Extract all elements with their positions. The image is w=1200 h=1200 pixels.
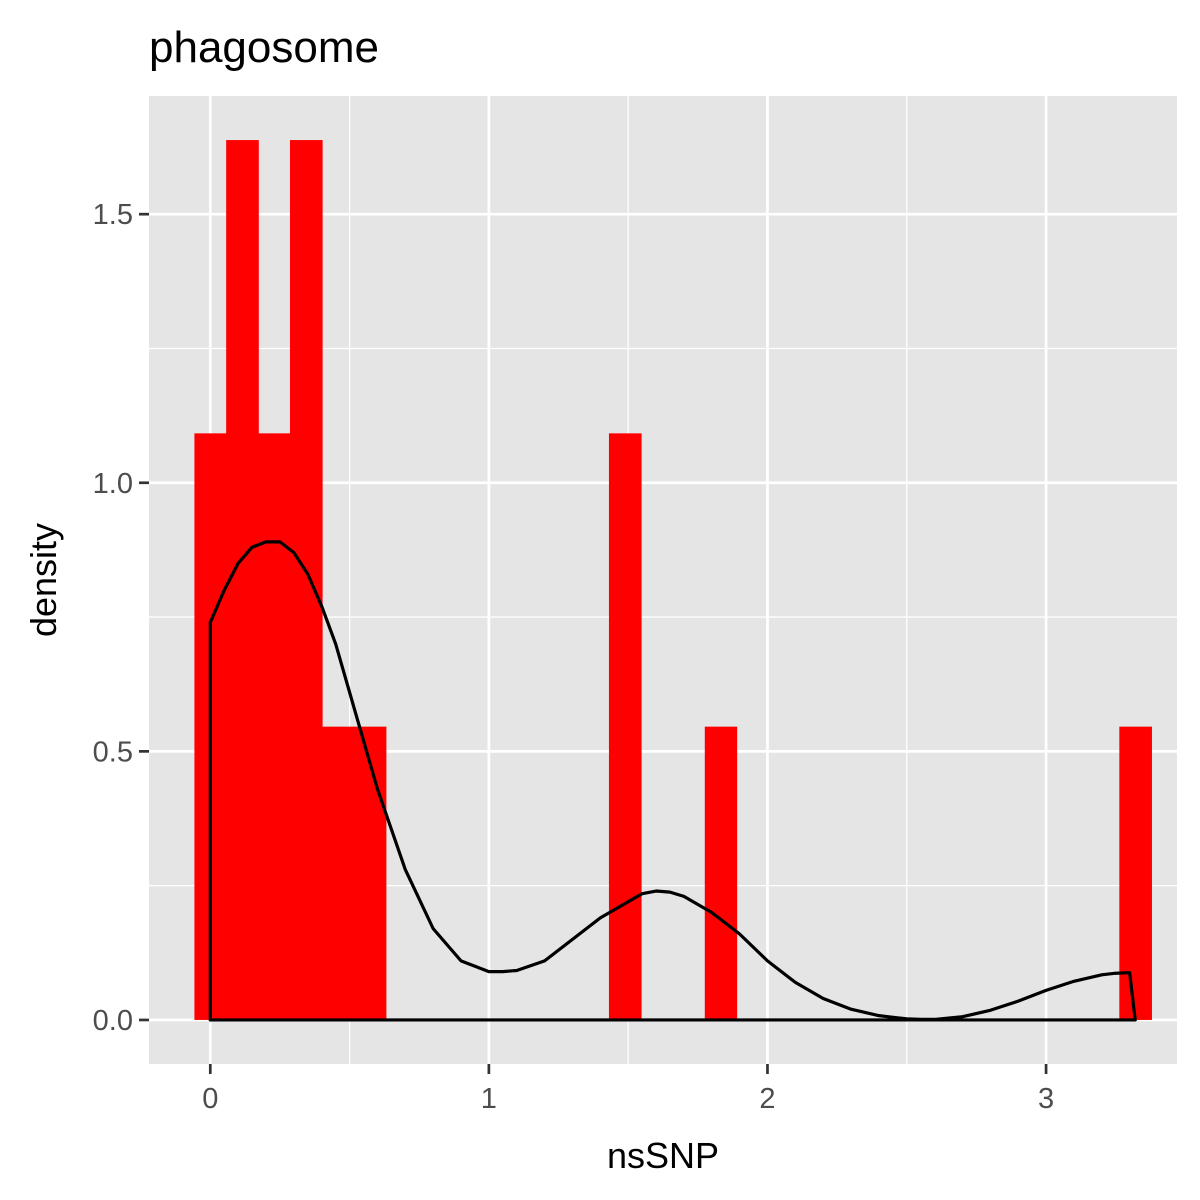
density-curve	[208, 540, 1137, 1022]
x-axis: 0 1 2 3	[202, 1064, 1054, 1115]
chart-title: phagosome	[149, 23, 379, 72]
histogram-bar	[258, 433, 291, 1020]
y-axis-title: density	[23, 523, 64, 637]
y-tick-label: 0.5	[93, 736, 133, 768]
x-tick-label: 0	[202, 1083, 218, 1115]
x-tick-label: 3	[1038, 1083, 1054, 1115]
histogram-bars	[194, 140, 1152, 1020]
x-tick-label: 1	[481, 1083, 497, 1115]
y-tick-label: 1.0	[93, 468, 133, 500]
y-axis: 0.0 0.5 1.0 1.5	[93, 199, 149, 1037]
y-tick-label: 1.5	[93, 199, 133, 231]
histogram-bar	[226, 140, 259, 1020]
histogram-bar	[322, 726, 355, 1020]
histogram-bar	[704, 726, 738, 1020]
x-axis-title: nsSNP	[607, 1135, 719, 1176]
histogram-bar	[289, 140, 323, 1020]
y-tick-label: 0.0	[93, 1005, 133, 1037]
histogram-bar	[353, 726, 387, 1020]
histogram-bar	[608, 433, 642, 1020]
x-tick-label: 2	[759, 1083, 775, 1115]
histogram-bar	[1119, 726, 1152, 1020]
